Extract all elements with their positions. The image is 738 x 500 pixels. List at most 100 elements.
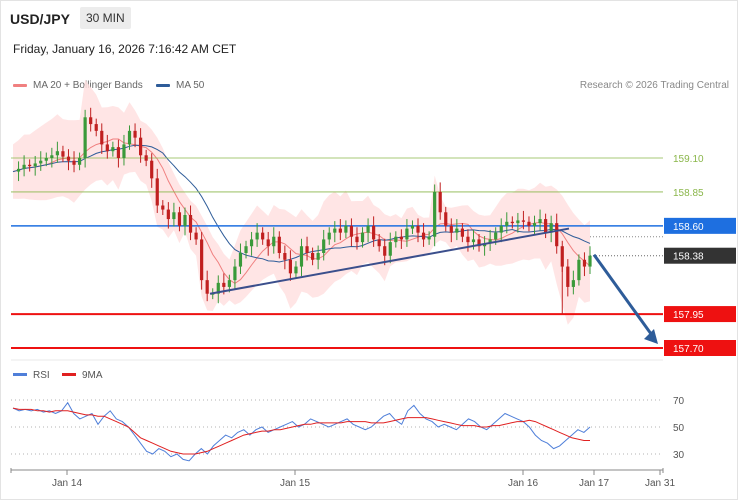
candle-body bbox=[366, 225, 370, 233]
candle-body bbox=[577, 259, 581, 281]
candle-body bbox=[338, 228, 342, 233]
candle-body bbox=[388, 242, 392, 256]
candle-body bbox=[566, 266, 570, 287]
projection-arrow-line bbox=[592, 253, 656, 339]
candle-body bbox=[477, 239, 481, 247]
candle-body bbox=[488, 239, 492, 244]
level-158-38: 158.38 bbox=[590, 247, 736, 264]
candle-body bbox=[421, 232, 426, 240]
candle-body bbox=[532, 223, 537, 226]
rsi-legend-swatch bbox=[62, 373, 76, 376]
legend-ma50: MA 50 bbox=[156, 80, 204, 91]
candle-body bbox=[139, 137, 143, 156]
candle-body bbox=[471, 239, 476, 243]
candle-body bbox=[261, 232, 265, 240]
candle-body bbox=[466, 236, 470, 243]
candle-body bbox=[527, 221, 531, 226]
candle-body bbox=[277, 236, 281, 253]
candle-body bbox=[28, 164, 32, 167]
candle-body bbox=[505, 221, 509, 226]
candle-body bbox=[127, 130, 132, 145]
candle-body bbox=[333, 228, 337, 233]
candle-body bbox=[410, 225, 415, 229]
credit-text: Research © 2026 Trading Central bbox=[579, 80, 729, 91]
level-tag bbox=[664, 340, 736, 356]
candle-body bbox=[582, 259, 587, 267]
rsi-line bbox=[12, 401, 591, 462]
candle-body bbox=[33, 163, 37, 167]
candle-body bbox=[161, 205, 165, 210]
candle-body bbox=[294, 266, 298, 274]
candle-body bbox=[222, 282, 226, 287]
candle-body bbox=[322, 239, 326, 253]
ma50-legend-label: MA 50 bbox=[176, 80, 205, 91]
rsi-ma9-line bbox=[12, 407, 590, 455]
bollinger-fill bbox=[13, 79, 590, 325]
candle-body bbox=[416, 225, 420, 233]
x-tick-label: Jan 14 bbox=[52, 478, 82, 489]
candle-body bbox=[288, 259, 293, 274]
candle-body bbox=[83, 117, 87, 158]
candle-body bbox=[549, 223, 553, 233]
x-tick-label: Jan 16 bbox=[508, 478, 538, 489]
candle-body bbox=[16, 168, 21, 172]
candle-body bbox=[283, 253, 287, 260]
candle-body bbox=[316, 253, 320, 260]
candle-body bbox=[233, 266, 237, 281]
candle-body bbox=[50, 155, 54, 158]
candle-body bbox=[133, 130, 137, 138]
level-tag bbox=[664, 306, 736, 323]
candle-body bbox=[172, 212, 176, 220]
level-label: 158.38 bbox=[673, 252, 704, 263]
candle-body bbox=[299, 246, 304, 267]
rsi-legend-label: 9MA bbox=[82, 370, 103, 381]
candle-body bbox=[177, 212, 182, 226]
trendline bbox=[209, 227, 570, 295]
candle-body bbox=[360, 232, 365, 243]
level-label: 157.95 bbox=[673, 310, 704, 321]
candle-body bbox=[255, 232, 259, 240]
candle-body bbox=[61, 151, 65, 157]
x-tick-label: Jan 15 bbox=[280, 478, 310, 489]
symbol-label: USD/JPY bbox=[10, 11, 70, 27]
candle-body bbox=[183, 215, 187, 226]
candle-body bbox=[205, 280, 209, 294]
candle-body bbox=[349, 225, 354, 237]
candle-body bbox=[111, 147, 115, 152]
candle-body bbox=[94, 124, 98, 131]
candle-body bbox=[266, 239, 270, 247]
candle-body bbox=[105, 144, 109, 152]
candle-body bbox=[166, 209, 170, 220]
candle-body bbox=[344, 225, 348, 233]
candle-body bbox=[327, 232, 331, 240]
candle-body bbox=[394, 236, 398, 243]
candle-body bbox=[516, 220, 520, 224]
candle-body bbox=[372, 225, 376, 240]
candle-body bbox=[449, 225, 453, 233]
candle-body bbox=[116, 147, 121, 158]
level-tag bbox=[664, 217, 736, 234]
rsi-tick-label: 30 bbox=[673, 450, 685, 461]
candle-body bbox=[200, 239, 204, 281]
level-158-60: 158.60 bbox=[11, 217, 736, 234]
candle-body bbox=[438, 191, 442, 213]
x-tick-label: Jan 17 bbox=[579, 478, 609, 489]
level-label: 158.85 bbox=[673, 188, 704, 199]
candle-body bbox=[150, 160, 154, 179]
x-axis: Jan 14 Jan 15 Jan 16 Jan 17 Jan 31 bbox=[10, 468, 675, 489]
candle-body bbox=[433, 191, 437, 237]
candle-body bbox=[22, 164, 26, 169]
candle-body bbox=[383, 246, 387, 256]
candle-body bbox=[188, 215, 193, 233]
candle-body bbox=[39, 160, 43, 164]
candle-body bbox=[427, 236, 431, 240]
candle-body bbox=[510, 221, 514, 224]
candle-body bbox=[571, 280, 575, 287]
candle-body bbox=[544, 219, 548, 233]
candle-body bbox=[399, 236, 403, 240]
timeframe-badge[interactable]: 30 MIN bbox=[80, 7, 131, 29]
candle-body bbox=[499, 225, 503, 233]
candle-body bbox=[305, 246, 309, 253]
rsi-legend-swatch bbox=[13, 373, 27, 376]
